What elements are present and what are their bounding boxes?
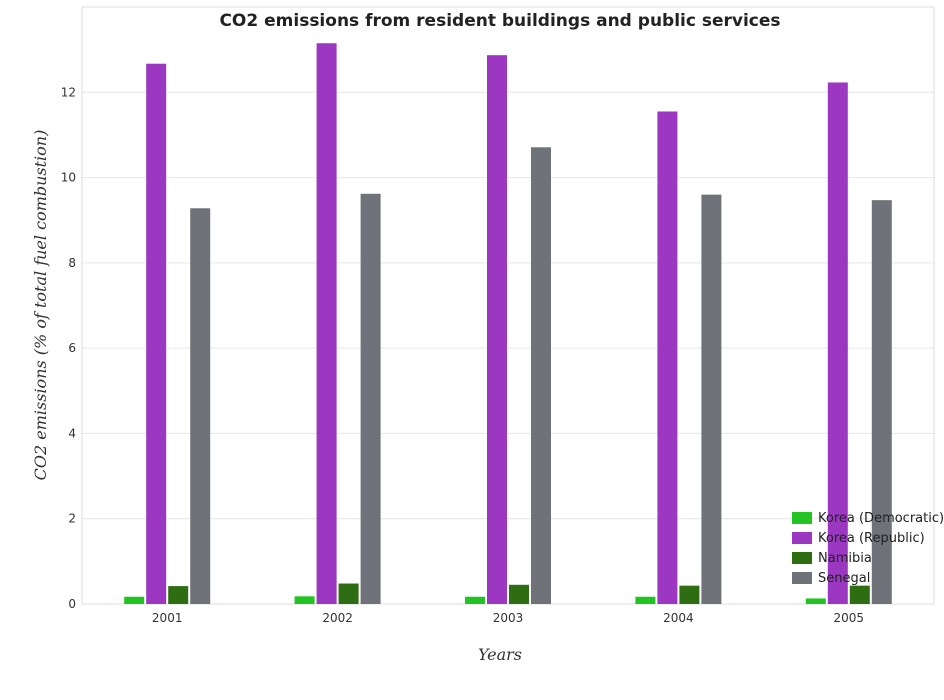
legend-swatch xyxy=(792,532,812,544)
bar-korea-republic-2004 xyxy=(657,111,678,604)
y-tick-label: 0 xyxy=(68,597,76,611)
bar-korea-republic-2002 xyxy=(316,43,337,604)
bar-korea-democratic-2003 xyxy=(465,596,485,604)
bar-korea-democratic-2002 xyxy=(294,596,315,604)
x-axis-label: Years xyxy=(478,645,522,664)
bar-senegal-2005 xyxy=(871,200,892,604)
bar-namibia-2005 xyxy=(849,585,870,604)
x-tick-label: 2002 xyxy=(322,611,353,625)
bar-korea-democratic-2001 xyxy=(124,596,145,604)
bar-senegal-2001 xyxy=(190,208,211,604)
legend-swatch xyxy=(792,572,812,584)
bar-namibia-2001 xyxy=(168,586,189,604)
plot-area-frame xyxy=(81,6,935,605)
x-tick-label: 2005 xyxy=(834,611,865,625)
legend-swatch xyxy=(792,512,812,524)
bar-senegal-2003 xyxy=(531,147,551,605)
legend-label: Korea (Democratic) xyxy=(818,511,944,526)
legend-label: Senegal xyxy=(818,571,870,586)
bar-namibia-2004 xyxy=(679,585,700,604)
chart-title: CO2 emissions from resident buildings an… xyxy=(219,11,780,31)
y-tick-labels: 0 2 4 6 8 10 12 xyxy=(61,85,76,611)
bar-senegal-2002 xyxy=(360,193,381,605)
bar-korea-democratic-2005 xyxy=(805,598,826,604)
legend-label: Korea (Republic) xyxy=(818,531,925,546)
y-tick-label: 8 xyxy=(68,256,76,270)
bar-korea-republic-2001 xyxy=(146,63,167,604)
y-tick-label: 2 xyxy=(68,512,76,526)
y-tick-label: 4 xyxy=(68,426,76,440)
x-tick-label: 2001 xyxy=(152,611,183,625)
y-tick-label: 6 xyxy=(68,341,76,355)
x-tick-label: 2004 xyxy=(663,611,694,625)
grid-lines xyxy=(82,91,934,605)
legend-label: Namibia xyxy=(818,551,872,566)
bars-group xyxy=(124,43,892,605)
y-tick-label: 10 xyxy=(61,171,76,185)
bar-senegal-2004 xyxy=(701,194,722,604)
x-tick-label: 2003 xyxy=(493,611,524,625)
bar-namibia-2003 xyxy=(509,584,529,604)
bar-korea-democratic-2004 xyxy=(635,596,656,604)
legend: Korea (Democratic) Korea (Republic) Namibi… xyxy=(792,511,944,586)
y-axis-label: CO2 emissions (% of total fuel combustio… xyxy=(31,130,50,481)
legend-swatch xyxy=(792,552,812,564)
bar-korea-republic-2003 xyxy=(487,55,507,605)
y-tick-label: 12 xyxy=(61,85,76,99)
bar-namibia-2002 xyxy=(338,583,359,604)
bar-korea-republic-2005 xyxy=(827,82,848,605)
x-tick-labels: 2001 2002 2003 2004 2005 xyxy=(152,611,864,625)
